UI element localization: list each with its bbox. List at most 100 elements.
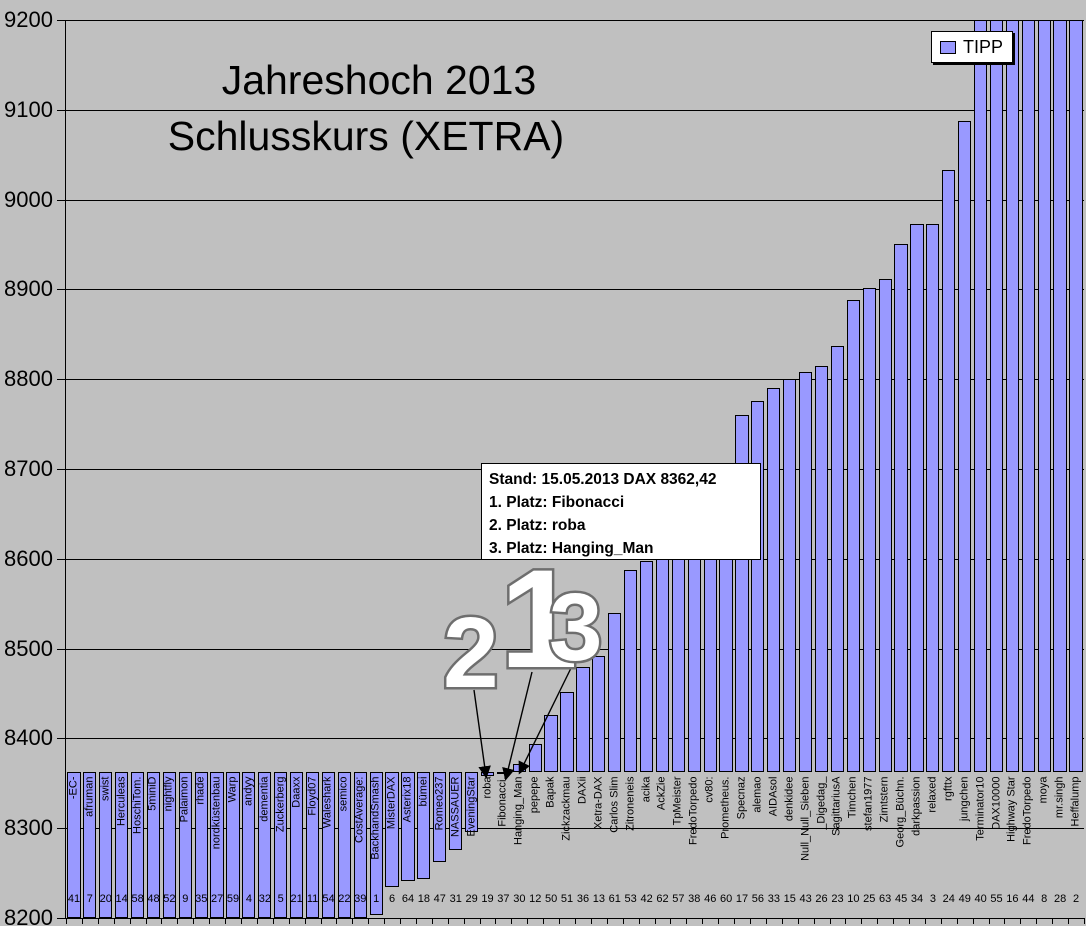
category-label: pepepe — [528, 776, 541, 814]
participant-number: 33 — [767, 893, 780, 905]
category-label: -EC- — [67, 776, 80, 800]
x-axis-tick — [956, 918, 958, 924]
category-label: nordküstenbau — [210, 776, 223, 850]
y-axis-tick — [57, 109, 65, 111]
x-axis-tick — [1036, 918, 1038, 924]
y-axis-label: 8700 — [4, 456, 53, 481]
participant-number: 55 — [990, 893, 1003, 905]
bar — [130, 772, 145, 918]
participant-number: 3 — [929, 893, 936, 905]
x-axis-tick — [543, 918, 545, 924]
category-label: moya — [1037, 776, 1050, 804]
x-axis-tick — [352, 918, 354, 924]
participant-number: 15 — [783, 893, 796, 905]
category-label: bümei — [417, 776, 430, 807]
participant-number: 13 — [592, 893, 605, 905]
participant-number: 57 — [672, 893, 685, 905]
x-axis-tick — [145, 918, 147, 924]
participant-number: 29 — [465, 893, 478, 905]
bar — [353, 772, 367, 918]
bar — [1005, 20, 1019, 773]
bar — [798, 372, 813, 773]
x-axis-line — [65, 918, 1085, 919]
gridline — [65, 109, 1084, 111]
bar — [751, 400, 765, 773]
standings-annotation-box: Stand: 15.05.2013 DAX 8362,42 1. Platz: … — [481, 463, 761, 560]
category-label: Floyd07 — [306, 776, 319, 816]
y-axis-line — [65, 20, 66, 919]
x-axis-tick — [893, 918, 895, 924]
x-axis-tick — [797, 918, 799, 924]
bar — [83, 772, 97, 918]
category-label: Herculeas — [115, 776, 128, 827]
x-axis-tick — [447, 918, 449, 924]
participant-number: 53 — [624, 893, 637, 905]
participant-number: 39 — [354, 893, 367, 905]
x-axis-tick — [1020, 918, 1022, 924]
category-label: _Digedag_ — [815, 776, 828, 830]
bar — [512, 763, 526, 773]
participant-number: 36 — [576, 893, 590, 905]
x-axis-tick — [209, 918, 211, 924]
participant-number: 37 — [497, 893, 510, 905]
category-label: Romeo237 — [433, 776, 446, 831]
x-axis-tick — [686, 918, 688, 924]
participant-number: 11 — [306, 893, 319, 905]
x-axis-tick — [431, 918, 433, 924]
category-label: rhade — [194, 776, 207, 805]
x-axis-tick — [66, 918, 67, 924]
bar — [178, 772, 192, 918]
category-label: Zitroneneis — [624, 776, 637, 831]
participant-number: 16 — [1006, 893, 1019, 905]
x-axis-tick — [749, 918, 751, 924]
category-label: Null_Null_Sieben — [799, 776, 812, 861]
category-label: DAX10000 — [990, 776, 1003, 830]
category-label: Daaxx — [290, 776, 303, 808]
category-label: Prometheus. — [719, 776, 732, 839]
category-label: TpMeister — [671, 776, 684, 826]
x-axis-tick — [924, 918, 926, 924]
x-axis-tick — [97, 918, 99, 924]
x-axis-tick — [1068, 918, 1070, 924]
bar — [528, 743, 542, 773]
x-axis-tick — [940, 918, 942, 924]
y-axis-label: 8200 — [4, 905, 53, 926]
x-axis-tick — [368, 918, 370, 924]
y-axis-tick — [57, 20, 65, 21]
participant-number: 23 — [831, 893, 844, 905]
participant-number: 14 — [115, 893, 128, 905]
bar — [305, 772, 320, 918]
participant-number: 40 — [974, 893, 987, 905]
bar — [99, 772, 113, 918]
y-axis-tick — [57, 379, 65, 381]
bar — [544, 715, 558, 773]
participant-number: 24 — [942, 893, 955, 905]
x-axis-tick — [861, 918, 863, 924]
y-axis-tick — [57, 648, 65, 650]
participant-number: 19 — [481, 893, 494, 905]
x-axis-tick — [1052, 918, 1054, 924]
category-label: 5miniD — [146, 776, 159, 811]
participant-number: 48 — [147, 893, 160, 905]
bar — [687, 558, 701, 773]
bar — [194, 772, 208, 918]
participant-number: 35 — [195, 893, 208, 905]
participant-number: 17 — [735, 893, 749, 905]
bar — [1037, 20, 1051, 773]
participant-number: 58 — [131, 893, 144, 905]
bar — [67, 772, 81, 918]
participant-number: 45 — [894, 893, 908, 905]
participant-number: 38 — [688, 893, 701, 905]
participant-number: 63 — [879, 893, 892, 905]
x-axis-tick — [113, 918, 115, 924]
participant-number: 18 — [417, 893, 431, 905]
category-label: stefan1977 — [862, 776, 875, 831]
participant-number: 2 — [1072, 893, 1080, 905]
bar — [608, 612, 622, 773]
category-label: Waleshark — [321, 776, 334, 829]
bar — [703, 557, 717, 773]
x-axis-tick — [765, 918, 767, 924]
bar — [592, 655, 606, 773]
bar — [258, 772, 272, 918]
